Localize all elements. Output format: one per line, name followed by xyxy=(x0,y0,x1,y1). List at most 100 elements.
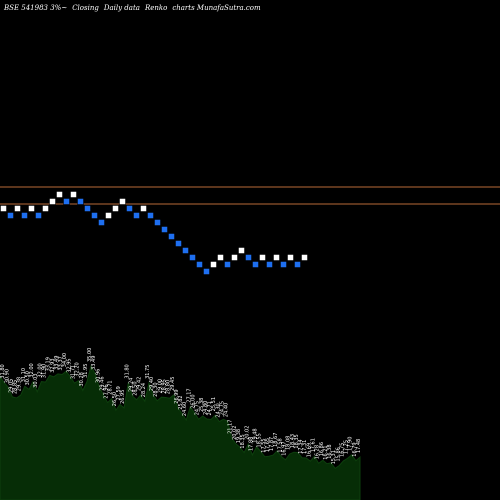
value-label-38: 28.30 xyxy=(153,382,159,396)
value-label-13: 32.93 xyxy=(50,358,56,372)
value-label-3: 29.05 xyxy=(8,379,14,393)
value-label-50: 24.80 xyxy=(203,401,209,415)
value-label-45: 24.60 xyxy=(182,402,188,416)
value-label-80: 16.38 xyxy=(327,444,333,458)
renko-brick-30 xyxy=(210,261,217,268)
value-label-60: 20.02 xyxy=(244,426,250,440)
renko-brick-0 xyxy=(0,205,7,212)
value-label-84: 17.25 xyxy=(344,440,350,454)
value-label-9: 30.03 xyxy=(33,373,39,387)
value-label-64: 17.55 xyxy=(261,438,267,452)
renko-brick-7 xyxy=(49,198,56,205)
value-label-56: 21.17 xyxy=(228,420,234,434)
value-label-68: 17.58 xyxy=(277,438,283,452)
value-label-43: 26.99 xyxy=(174,389,180,403)
value-label-30: 26.95 xyxy=(120,390,126,404)
value-label-15: 33.37 xyxy=(58,356,64,370)
renko-brick-18 xyxy=(126,205,133,212)
renko-brick-17 xyxy=(119,198,126,205)
value-label-14: 33.49 xyxy=(54,356,60,370)
value-label-82: 15.86 xyxy=(335,447,341,461)
renko-brick-3 xyxy=(21,212,28,219)
value-label-35: 28.24 xyxy=(141,383,147,397)
value-label-52: 25.51 xyxy=(211,397,217,411)
value-label-85: 17.90 xyxy=(348,437,354,451)
renko-brick-38 xyxy=(266,261,273,268)
value-label-22: 35.00 xyxy=(87,348,93,362)
value-label-49: 25.38 xyxy=(199,398,205,412)
renko-brick-20 xyxy=(140,205,147,212)
value-label-2: 30.90 xyxy=(4,369,10,383)
value-label-42: 29.45 xyxy=(170,377,176,391)
renko-brick-39 xyxy=(273,254,280,261)
volume-area xyxy=(0,364,361,500)
renko-brick-10 xyxy=(70,191,77,198)
renko-brick-26 xyxy=(182,247,189,254)
value-label-27: 28.71 xyxy=(108,380,114,394)
renko-brick-34 xyxy=(238,247,245,254)
renko-brick-31 xyxy=(217,254,224,261)
value-label-25: 29.46 xyxy=(99,376,105,390)
value-label-70: 18.08 xyxy=(286,436,292,450)
renko-brick-5 xyxy=(35,212,42,219)
value-label-76: 17.61 xyxy=(311,438,317,452)
renko-brick-9 xyxy=(63,198,70,205)
value-label-55: 24.40 xyxy=(224,403,230,417)
value-label-40: 28.95 xyxy=(162,379,168,393)
value-label-54: 24.75 xyxy=(219,401,225,415)
value-label-20: 30.28 xyxy=(79,372,85,386)
value-label-12: 33.19 xyxy=(46,357,52,371)
value-label-1: 31.80 xyxy=(0,364,6,378)
value-label-61: 17.88 xyxy=(248,437,254,451)
value-label-36: 31.75 xyxy=(145,365,151,379)
renko-brick-41 xyxy=(287,254,294,261)
value-label-72: 18.35 xyxy=(294,434,300,448)
value-label-23: 33.49 xyxy=(91,356,97,370)
renko-brick-1 xyxy=(7,212,14,219)
value-label-75: 16.69 xyxy=(306,443,312,457)
renko-brick-42 xyxy=(294,261,301,268)
value-label-29: 27.59 xyxy=(116,386,122,400)
value-label-67: 18.67 xyxy=(273,433,279,447)
value-label-6: 31.10 xyxy=(21,368,27,382)
renko-brick-2 xyxy=(14,205,21,212)
value-label-17: 32.95 xyxy=(66,358,72,372)
value-label-83: 16.75 xyxy=(339,443,345,457)
value-label-77: 16.28 xyxy=(315,445,321,459)
value-label-69: 16.97 xyxy=(282,441,288,455)
caption-closing: Closing xyxy=(72,4,99,12)
value-label-79: 16.21 xyxy=(323,445,329,459)
value-label-41: 28.80 xyxy=(166,380,172,394)
value-label-53: 24.30 xyxy=(215,403,221,417)
value-label-46: 27.17 xyxy=(186,388,192,402)
value-label-62: 19.48 xyxy=(253,428,259,442)
caption-daily-data: Daily data xyxy=(103,4,140,12)
renko-brick-15 xyxy=(105,212,112,219)
value-label-33: 28.50 xyxy=(133,381,139,395)
value-label-65: 17.65 xyxy=(265,438,271,452)
renko-brick-16 xyxy=(112,205,119,212)
value-label-81: 15.31 xyxy=(331,450,337,464)
value-label-71: 18.43 xyxy=(290,434,296,448)
renko-brick-19 xyxy=(133,212,140,219)
value-label-78: 16.86 xyxy=(319,442,325,456)
renko-brick-24 xyxy=(168,233,175,240)
renko-brick-14 xyxy=(98,219,105,226)
value-label-48: 24.75 xyxy=(195,401,201,415)
renko-brick-37 xyxy=(259,254,266,261)
value-label-11: 31.90 xyxy=(42,364,48,378)
renko-brick-22 xyxy=(154,219,161,226)
renko-brick-23 xyxy=(161,226,168,233)
renko-brick-13 xyxy=(91,212,98,219)
value-label-51: 24.71 xyxy=(207,401,213,415)
renko-brick-4 xyxy=(28,205,35,212)
value-label-16: 34.00 xyxy=(62,353,68,367)
renko-brick-8 xyxy=(56,191,63,198)
renko-brick-21 xyxy=(147,212,154,219)
renko-brick-40 xyxy=(280,261,287,268)
caption-symbol: BSE 541983 3%~ xyxy=(4,4,68,12)
renko-brick-27 xyxy=(189,254,196,261)
value-label-74: 17.31 xyxy=(302,440,308,454)
value-label-31: 31.80 xyxy=(124,364,130,378)
